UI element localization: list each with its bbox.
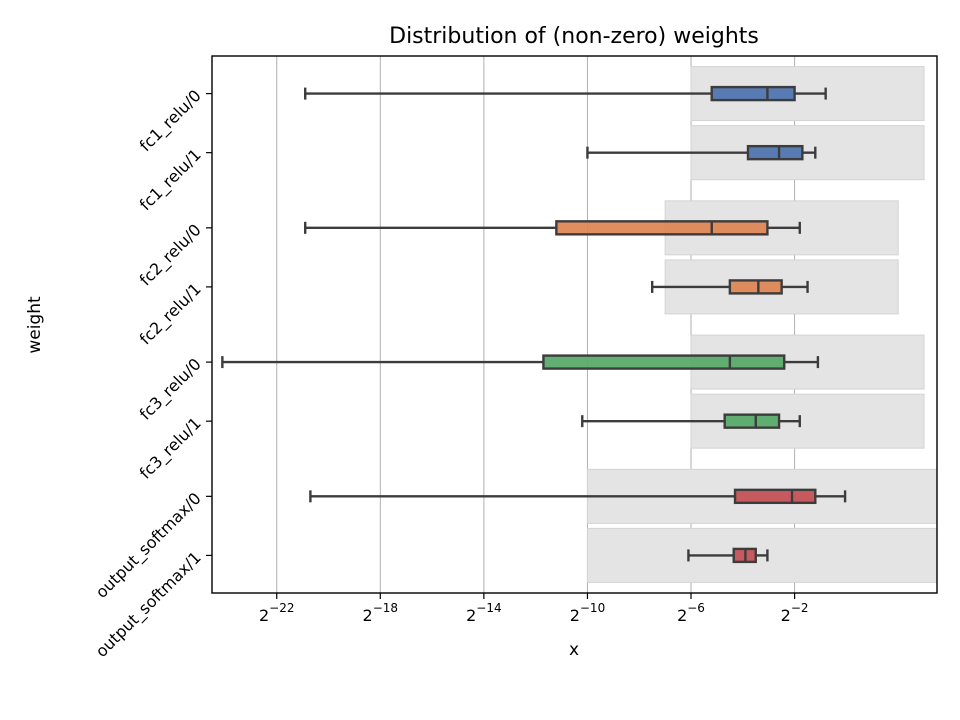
y-tick-label: fc1_relu/0 [136, 86, 206, 156]
box-layer [221, 85, 847, 564]
range-band-layer [586, 66, 938, 583]
y-tick-label: fc3_relu/0 [136, 354, 206, 424]
box-iqr [542, 354, 786, 370]
y-tick-label: fc3_relu/1 [136, 414, 206, 484]
chart-title: Distribution of (non-zero) weights [389, 24, 759, 49]
x-tick-label: 2−14 [466, 601, 502, 625]
y-tick-label: fc1_relu/1 [136, 145, 206, 215]
y-tick-layer: fc1_relu/0fc1_relu/1fc2_relu/0fc2_relu/1… [92, 86, 212, 662]
y-tick-label: output_softmax/0 [92, 489, 206, 603]
plot-frame [211, 55, 938, 594]
x-tick-layer: 2−22 2−18 2−14 2−10 2−6 2−2 [259, 593, 809, 625]
box-iqr [723, 413, 781, 429]
box-iqr [555, 220, 769, 236]
y-tick-label: output_softmax/1 [92, 548, 206, 662]
x-tick-label: 2−18 [363, 601, 399, 625]
x-tick-label: 2−22 [259, 601, 295, 625]
box-iqr [746, 144, 804, 161]
box-iqr [710, 85, 796, 102]
y-tick-label: fc2_relu/0 [136, 220, 206, 290]
x-tick-label: 2−10 [570, 601, 606, 625]
box-iqr [728, 279, 783, 295]
x-tick-label: 2−2 [781, 601, 809, 625]
y-axis-label: weight [25, 296, 45, 354]
x-tick-label: 2−6 [677, 601, 705, 625]
x-axis-label: x [569, 640, 579, 660]
box-iqr [733, 488, 817, 505]
y-tick-label: fc2_relu/1 [136, 279, 206, 349]
